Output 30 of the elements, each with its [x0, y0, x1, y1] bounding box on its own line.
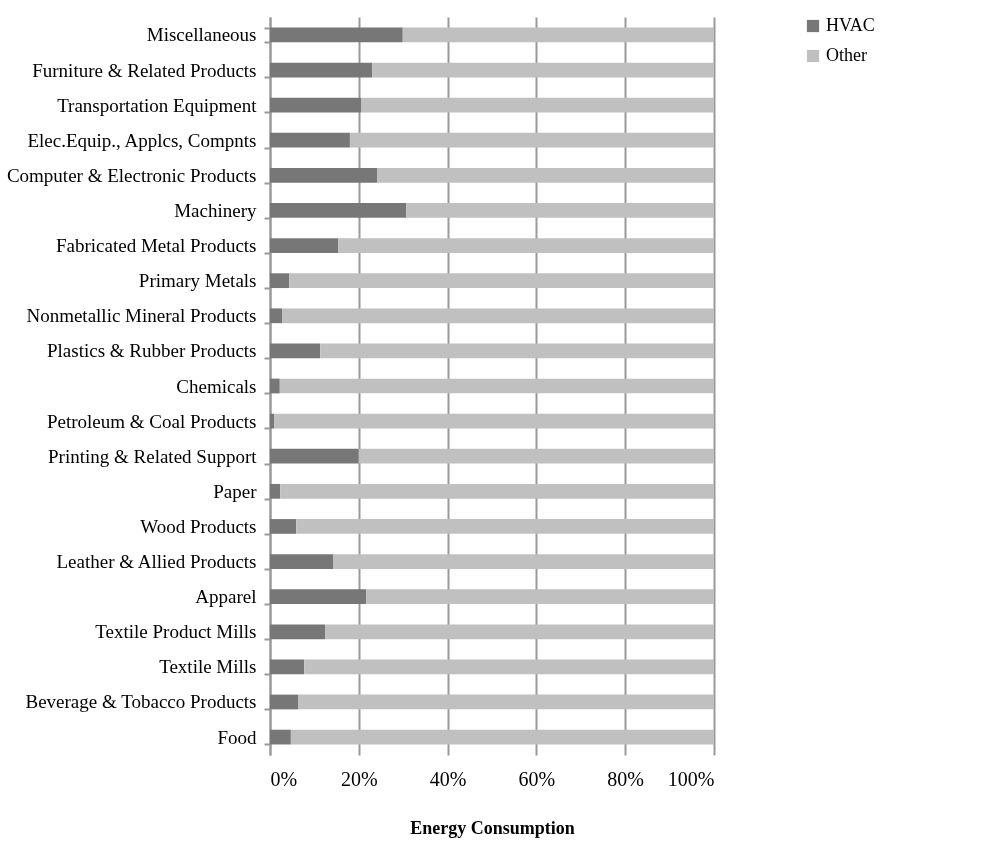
- y-tick-label: Chemicals: [176, 375, 257, 397]
- legend-label: Other: [826, 45, 867, 65]
- y-tick-label: Elec.Equip., Applcs, Compnts: [27, 129, 257, 151]
- y-tick-label: Leather & Allied Products: [56, 551, 257, 573]
- y-tick-label: Nonmetallic Mineral Products: [26, 305, 257, 327]
- x-tick-label: 60%: [518, 767, 556, 790]
- x-tick-label: 80%: [607, 767, 645, 790]
- x-tick-label: 100%: [667, 767, 715, 790]
- y-tick-label: Computer & Electronic Products: [6, 164, 257, 186]
- y-tick-label: Machinery: [174, 199, 257, 221]
- y-tick-label: Textile Product Mills: [95, 621, 257, 643]
- x-tick-label: 0%: [270, 767, 298, 790]
- y-tick-label: Beverage & Tobacco Products: [25, 691, 257, 713]
- x-tick-label: 20%: [340, 767, 378, 790]
- y-tick-label: Plastics & Rubber Products: [46, 340, 257, 362]
- y-tick-label: Miscellaneous: [146, 24, 257, 46]
- x-tick-label: 40%: [429, 767, 467, 790]
- y-tick-label: Printing & Related Support: [48, 445, 258, 467]
- y-tick-label: Textile Mills: [159, 656, 257, 678]
- y-tick-label: Petroleum & Coal Products: [46, 410, 257, 432]
- y-tick-label: Paper: [213, 480, 258, 502]
- y-tick-label: Food: [217, 726, 257, 748]
- y-tick-label: Apparel: [195, 586, 257, 608]
- y-tick-label: Transportation Equipment: [57, 94, 258, 116]
- legend-label: HVAC: [826, 15, 875, 35]
- y-tick-label: Fabricated Metal Products: [55, 235, 257, 257]
- y-tick-label: Furniture & Related Products: [32, 59, 257, 81]
- y-tick-label: Wood Products: [140, 515, 257, 537]
- y-tick-label: Primary Metals: [138, 270, 257, 292]
- x-axis-title: Energy Consumption: [410, 817, 575, 838]
